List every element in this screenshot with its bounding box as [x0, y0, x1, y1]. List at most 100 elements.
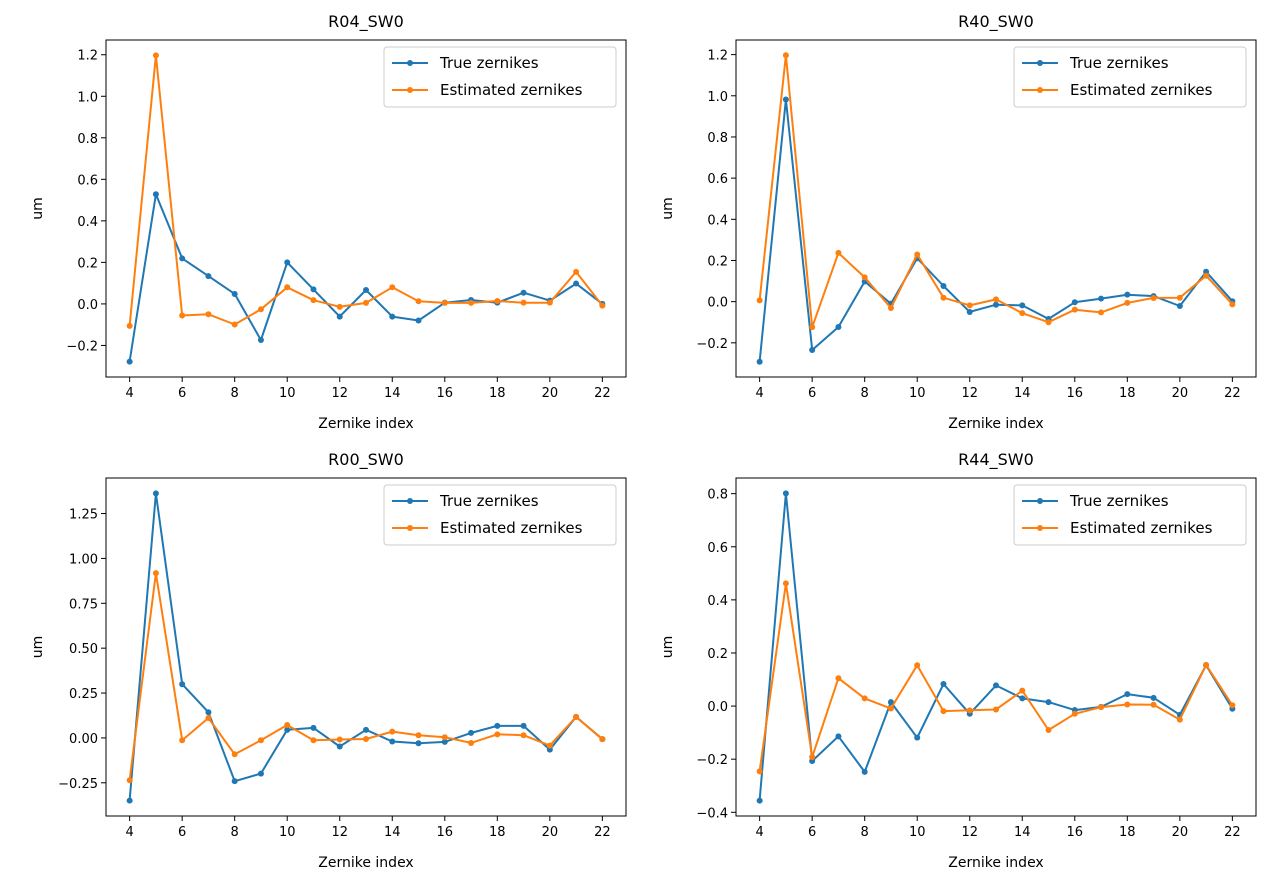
data-point: [205, 273, 212, 280]
data-point: [1124, 299, 1131, 306]
data-point: [940, 708, 947, 715]
data-point: [940, 681, 947, 688]
legend-label: Estimated zernikes: [440, 519, 583, 537]
data-point: [415, 317, 422, 324]
data-point: [756, 768, 763, 775]
data-point: [520, 732, 527, 739]
y-tick-label: 0.00: [69, 732, 98, 747]
data-point: [966, 707, 973, 714]
y-tick-label: −0.4: [696, 806, 728, 821]
y-tick-label: 0.4: [707, 213, 728, 228]
legend: True zernikes Estimated zernikes: [383, 46, 617, 108]
data-point: [494, 722, 501, 729]
x-tick-label: 14: [1014, 386, 1031, 401]
data-point: [756, 797, 763, 804]
data-point: [152, 570, 159, 577]
x-axis-label: Zernike index: [318, 416, 413, 432]
data-point: [1098, 704, 1105, 711]
x-tick-label: 8: [231, 825, 239, 840]
data-point: [336, 736, 343, 743]
data-point: [599, 302, 606, 309]
y-tick-label: 1.0: [77, 90, 98, 105]
data-point: [310, 737, 317, 744]
y-tick-label: 0.6: [707, 172, 728, 187]
data-point: [914, 662, 921, 669]
x-tick-label: 18: [1119, 825, 1136, 840]
legend: True zernikes Estimated zernikes: [383, 484, 617, 546]
legend-label: True zernikes: [439, 492, 539, 510]
chart-title: R04_SW0: [328, 12, 404, 32]
data-point: [284, 259, 291, 266]
chart-title: R40_SW0: [958, 12, 1034, 32]
data-point: [231, 778, 238, 785]
x-tick-label: 4: [125, 825, 133, 840]
data-point: [1124, 691, 1131, 698]
data-point: [835, 323, 842, 330]
y-axis-label: um: [30, 636, 46, 659]
legend: True zernikes Estimated zernikes: [1013, 484, 1247, 546]
y-tick-label: 0.6: [707, 541, 728, 556]
data-point: [1098, 309, 1105, 316]
x-tick-label: 8: [231, 386, 239, 401]
data-point: [887, 705, 894, 712]
x-tick-label: 18: [489, 386, 506, 401]
data-point: [809, 324, 816, 331]
legend-marker: [1037, 60, 1043, 66]
data-point: [861, 274, 868, 281]
x-tick-label: 16: [437, 386, 454, 401]
data-point: [231, 321, 238, 328]
y-tick-label: 0.2: [707, 647, 728, 662]
data-point: [1229, 301, 1236, 308]
x-tick-label: 20: [542, 386, 559, 401]
y-tick-label: 0.4: [77, 215, 98, 230]
y-tick-label: 0.0: [707, 700, 728, 715]
data-point: [441, 738, 448, 745]
data-point: [389, 284, 396, 291]
series-estimated-zernikes: [126, 52, 606, 329]
series-estimated-zernikes: [756, 52, 1236, 331]
data-point: [468, 299, 475, 306]
x-tick-label: 22: [594, 825, 611, 840]
data-point: [1176, 716, 1183, 723]
data-point: [363, 726, 369, 733]
legend-marker: [1037, 525, 1043, 531]
data-point: [310, 724, 317, 731]
series-true-zernikes: [756, 490, 1236, 804]
data-point: [966, 302, 973, 309]
series-line: [128, 572, 604, 781]
data-point: [205, 311, 212, 318]
data-point: [336, 743, 343, 750]
data-point: [126, 358, 133, 365]
data-point: [126, 797, 133, 804]
y-tick-label: 0.25: [69, 687, 98, 702]
chart-title: R44_SW0: [958, 450, 1034, 470]
data-point: [782, 96, 789, 103]
legend-marker: [407, 60, 413, 66]
y-tick-label: 1.00: [69, 552, 98, 567]
data-point: [179, 681, 186, 688]
y-tick-label: 0.8: [707, 488, 728, 503]
legend-marker: [407, 87, 413, 93]
x-tick-label: 6: [808, 825, 816, 840]
x-tick-label: 8: [861, 386, 869, 401]
legend-box: [1013, 46, 1247, 108]
data-point: [861, 695, 868, 702]
axes-frame: [105, 39, 627, 378]
x-tick-label: 4: [755, 386, 763, 401]
data-point: [599, 736, 606, 743]
data-point: [993, 301, 999, 308]
data-point: [179, 255, 186, 262]
data-point: [363, 286, 369, 293]
data-point: [546, 299, 553, 306]
legend-box: [1013, 484, 1247, 546]
y-tick-label: 0.6: [77, 173, 98, 188]
data-point: [1071, 710, 1078, 717]
x-tick-label: 16: [1067, 825, 1084, 840]
data-point: [520, 722, 527, 729]
legend-marker: [1037, 87, 1043, 93]
x-axis-label: Zernike index: [948, 855, 1043, 871]
x-tick-label: 20: [1172, 825, 1189, 840]
data-point: [809, 754, 816, 761]
data-point: [257, 337, 264, 344]
